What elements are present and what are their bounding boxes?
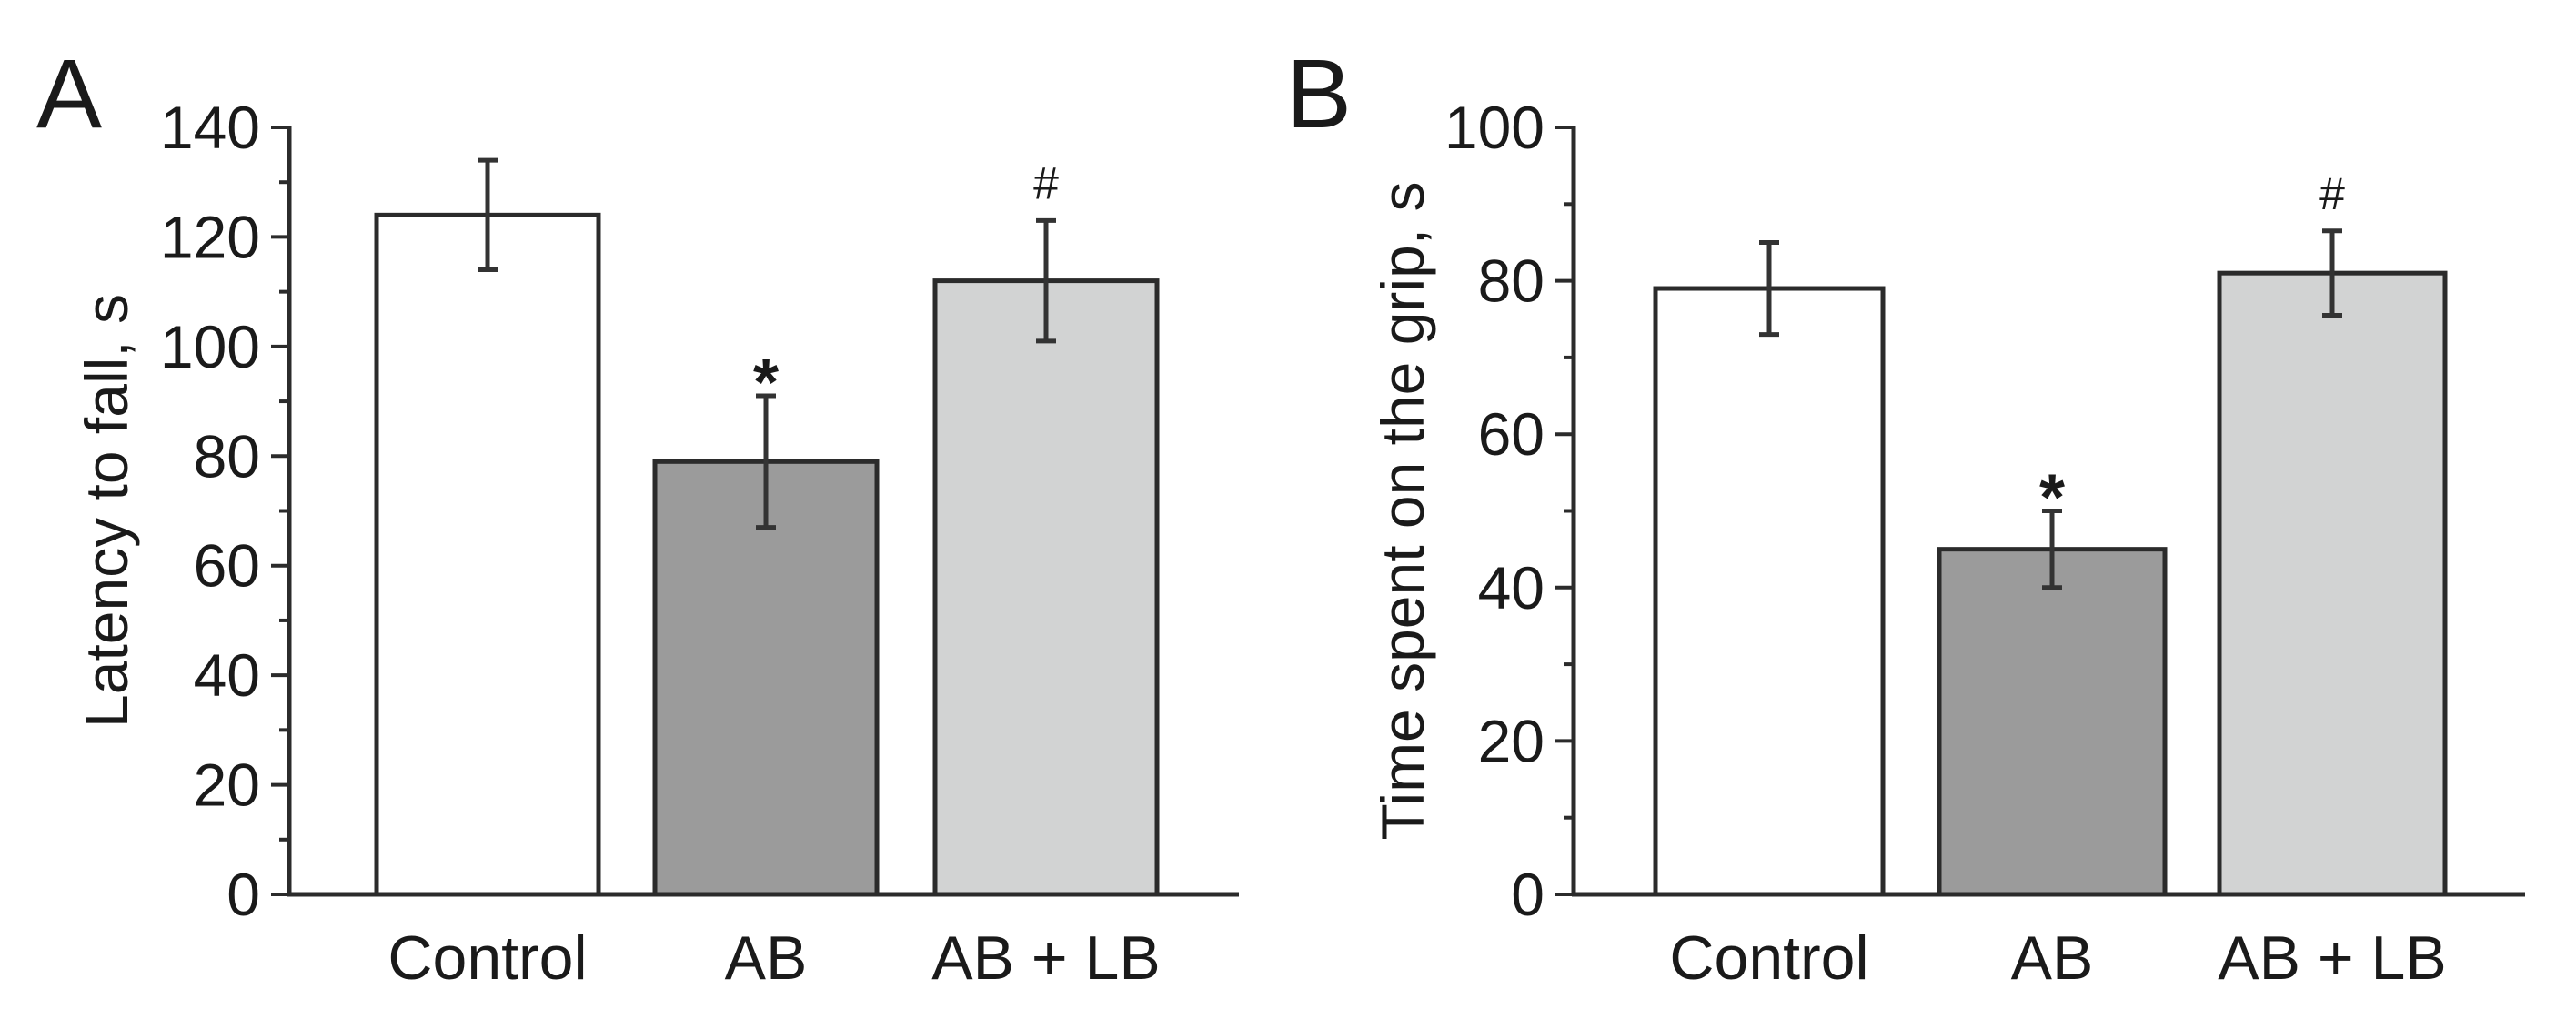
panel-b-y-axis-title: Time spent on the grip, s	[1369, 182, 1436, 841]
panel-b-category-label-2: AB	[2011, 923, 2094, 993]
panel-a-bar-2	[652, 459, 880, 897]
panel-b-ytick-label-80: 80	[1478, 247, 1545, 315]
panel-a-ytick-label-140: 140	[160, 94, 260, 161]
panel-a-ytick-label-0: 0	[226, 861, 260, 928]
panel-a-ytick-label-20: 20	[194, 752, 260, 819]
panel-b-category-label-3: AB + LB	[2218, 923, 2446, 993]
panel-b-bar-2	[1937, 547, 2168, 897]
panel-b-ytick-label-40: 40	[1478, 554, 1545, 621]
panel-a-category-label-2: AB	[725, 923, 808, 993]
panel-a-bar-1	[374, 212, 601, 897]
panel-b-bar-1	[1653, 286, 1886, 897]
panel-a-ytick-label-40: 40	[194, 641, 260, 709]
panel-a-significance-2: *	[753, 347, 779, 419]
panel-b-ytick-label-60: 60	[1478, 400, 1545, 468]
panel-a-letter: A	[36, 38, 102, 148]
panel-a-significance-3: #	[1033, 157, 1059, 208]
panel-b-bar-3	[2217, 270, 2448, 897]
panel-b-significance-3: #	[2319, 168, 2345, 219]
panel-b-ytick-label-20: 20	[1478, 707, 1545, 774]
panel-a-ytick-label-60: 60	[194, 532, 260, 600]
panel-a-ytick-label-100: 100	[160, 313, 260, 380]
panel-b-ytick-label-0: 0	[1511, 861, 1545, 928]
panel-b-category-label-1: Control	[1669, 923, 1868, 993]
panel-b-significance-2: *	[2039, 462, 2065, 535]
panel-a-y-axis-title: Latency to fall, s	[73, 294, 140, 728]
panel-a-bar-3	[932, 278, 1160, 897]
panel-b-ytick-label-100: 100	[1444, 94, 1545, 161]
panel-a-category-label-1: Control	[387, 923, 587, 993]
panel-a-ytick-label-120: 120	[160, 203, 260, 270]
panel-b-letter: B	[1286, 38, 1352, 148]
panel-a-ytick-label-80: 80	[194, 422, 260, 489]
panel-a-category-label-3: AB + LB	[931, 923, 1160, 993]
